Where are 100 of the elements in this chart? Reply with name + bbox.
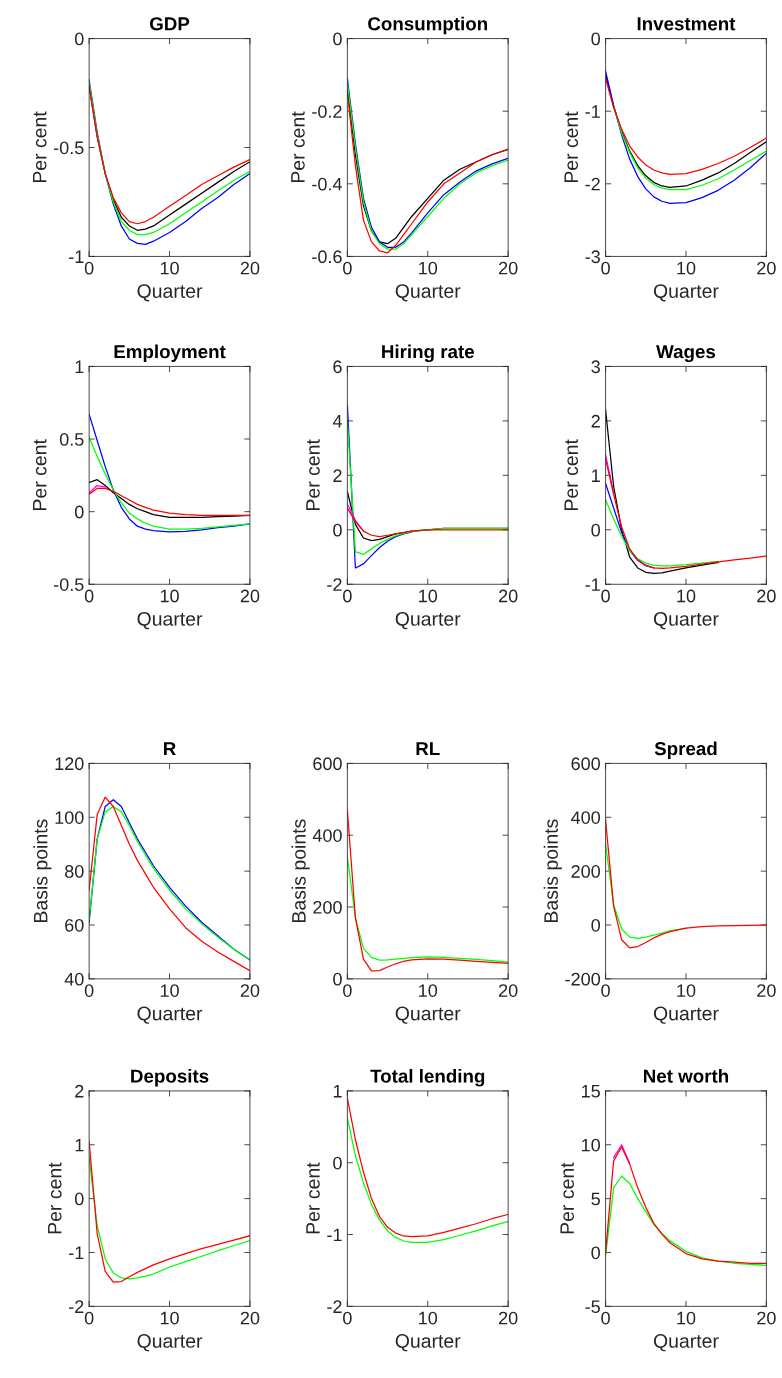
x-axis-title: Quarter (653, 612, 719, 630)
y-tick-label: -1 (69, 250, 84, 263)
y-tick-label: 0 (74, 32, 84, 46)
x-tick-label: 10 (160, 984, 179, 997)
y-tick-label: 1 (592, 469, 600, 482)
x-tick-label: 0 (601, 589, 610, 603)
x-tick-label: 20 (240, 1311, 260, 1325)
y-tick-label: 60 (65, 918, 84, 932)
x-tick-label: 20 (240, 984, 260, 997)
chart-title: Spread (654, 741, 717, 759)
y-axis-title: Per cent (560, 1162, 575, 1234)
x-axis-title: Quarter (653, 1334, 719, 1352)
y-tick-label: -1 (585, 105, 600, 118)
y-axis-title: Per cent (48, 1162, 62, 1234)
y-tick-label: 2 (333, 469, 342, 482)
x-tick-label: 10 (677, 261, 696, 275)
x-tick-label: 10 (677, 1311, 696, 1325)
x-tick-label: 20 (499, 1311, 518, 1325)
y-tick-label: 0 (591, 32, 601, 46)
y-tick-label: -2 (327, 578, 342, 591)
y-tick-label: 0 (333, 523, 342, 537)
y-axis-title: Per cent (32, 111, 47, 183)
x-tick-label: 0 (601, 1311, 610, 1325)
y-tick-label: 0 (333, 32, 342, 46)
y-tick-label: -2 (69, 1300, 84, 1313)
x-tick-label: 10 (419, 261, 438, 275)
x-tick-label: 20 (757, 261, 776, 275)
x-tick-label: 0 (343, 1311, 352, 1325)
x-tick-label: 10 (160, 589, 179, 603)
x-tick-label: 10 (419, 984, 438, 997)
y-axis-title: Basis points (291, 819, 310, 922)
y-tick-label: 600 (571, 757, 601, 771)
chart-title: Consumption (368, 16, 487, 35)
x-axis-title: Quarter (137, 1006, 203, 1024)
x-axis-title: Quarter (395, 1006, 461, 1024)
y-tick-label: 3 (591, 360, 600, 374)
y-axis-title: Basis points (33, 819, 52, 922)
y-tick-label: -2 (585, 177, 600, 191)
y-tick-label: 1 (75, 1138, 84, 1152)
y-tick-label: 80 (64, 865, 84, 878)
y-tick-label: -0.4 (312, 177, 342, 191)
y-tick-label: -0.5 (53, 141, 84, 155)
x-tick-label: 0 (343, 261, 352, 275)
y-tick-label: 40 (64, 972, 84, 986)
x-tick-label: 20 (757, 984, 776, 997)
x-tick-label: 20 (499, 261, 518, 275)
y-tick-label: 0 (591, 523, 601, 537)
y-tick-label: 400 (312, 829, 342, 842)
y-tick-label: -0.2 (312, 105, 342, 118)
y-axis-title: Per cent (306, 439, 320, 510)
chart-title: Hiring rate (382, 344, 474, 363)
x-tick-label: 10 (677, 984, 696, 997)
chart-title: Wages (656, 345, 716, 363)
y-axis-title: Basis points (543, 819, 562, 922)
chart-title: R (164, 742, 176, 756)
x-tick-label: 0 (601, 984, 610, 997)
x-tick-label: 10 (160, 261, 179, 275)
x-tick-label: 20 (240, 589, 260, 603)
y-axis-title: Per cent (564, 439, 579, 510)
y-tick-label: 100 (55, 811, 84, 824)
x-axis-title: Quarter (137, 1334, 203, 1352)
y-tick-label: 1 (333, 1085, 342, 1098)
x-tick-label: 20 (757, 1311, 776, 1325)
y-tick-label: 0 (74, 1192, 84, 1206)
y-tick-label: 600 (313, 757, 342, 771)
x-tick-label: 20 (499, 589, 518, 603)
y-tick-label: -200 (565, 972, 601, 986)
y-tick-label: 200 (313, 900, 342, 914)
y-tick-label: 15 (582, 1085, 600, 1098)
y-tick-label: -0.5 (53, 578, 84, 591)
chart-title: Deposits (131, 1068, 209, 1087)
y-tick-label: -2 (327, 1300, 342, 1313)
y-axis-title: Per cent (32, 439, 47, 510)
x-tick-label: 10 (677, 589, 696, 603)
y-tick-label: -1 (327, 1228, 342, 1242)
x-axis-title: Quarter (653, 284, 719, 302)
y-tick-label: 10 (582, 1138, 601, 1152)
x-tick-label: 0 (84, 1311, 94, 1325)
x-tick-label: 0 (84, 984, 94, 997)
x-tick-label: 20 (499, 984, 518, 997)
y-tick-label: 0 (333, 972, 342, 986)
y-axis-title: Per cent (306, 1162, 320, 1234)
chart-title: Investment (637, 17, 736, 31)
x-axis-title: Quarter (137, 612, 203, 630)
x-axis-title: Quarter (395, 1334, 461, 1352)
x-tick-label: 0 (601, 261, 610, 275)
x-tick-label: 10 (419, 589, 438, 603)
y-tick-label: -3 (585, 250, 600, 264)
y-axis-title: Per cent (291, 111, 305, 183)
x-tick-label: 0 (343, 589, 352, 603)
chart-title: Employment (114, 344, 226, 362)
x-tick-label: 0 (343, 984, 352, 997)
x-axis-title: Quarter (395, 284, 461, 302)
y-tick-label: 5 (591, 1192, 600, 1206)
y-tick-label: -0.6 (312, 250, 342, 264)
x-tick-label: 10 (419, 1311, 438, 1325)
y-tick-label: 2 (591, 414, 600, 428)
x-tick-label: 0 (84, 589, 94, 603)
x-axis-title: Quarter (653, 1006, 719, 1024)
x-tick-label: 20 (757, 589, 776, 603)
